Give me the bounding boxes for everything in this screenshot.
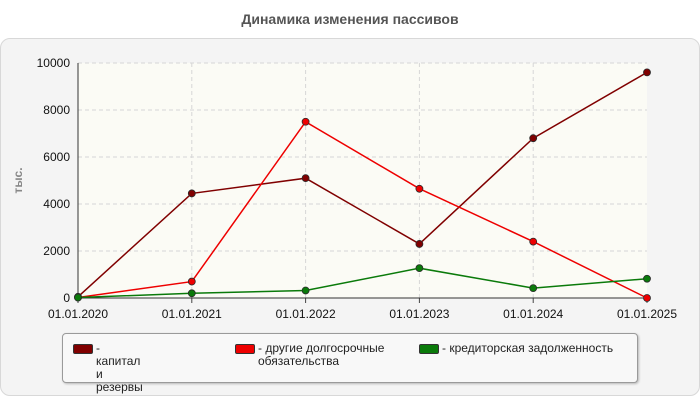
legend-label-series-1: - другие долгосрочные обязательства [258,341,385,368]
data-point-series-0 [301,174,310,183]
legend-label-series-2: - кредиторская задолженность [442,341,614,355]
data-point-series-2 [187,289,196,298]
series-line-2 [77,267,648,299]
y-axis-label: тыс. [11,167,25,193]
y-tick-label: 2000 [43,244,70,258]
data-point-series-1 [301,117,310,126]
data-point-series-0 [529,134,538,143]
data-point-series-1 [643,294,651,302]
y-tick-label: 6000 [43,150,70,164]
data-point-series-2 [301,286,310,295]
y-tick-label: 0 [63,291,70,305]
x-tick-label: 01.01.2020 [48,307,108,321]
y-tick-label: 10000 [37,56,71,70]
x-tick-label: 01.01.2023 [389,307,449,321]
x-tick-label: 01.01.2022 [276,307,336,321]
legend-swatch-series-1 [235,344,255,354]
y-tick-label: 4000 [43,197,70,211]
legend-label-series-0: - капитал и резервы [96,341,143,394]
x-tick-label: 01.01.2021 [162,307,222,321]
data-point-series-0 [643,68,651,77]
y-tick-label: 8000 [43,103,70,117]
data-point-series-2 [415,264,424,273]
series-line-0 [77,71,648,298]
legend-swatch-series-2 [419,344,439,354]
plot-area [78,63,647,298]
data-point-series-0 [187,189,196,198]
legend-swatch-series-0 [73,344,93,354]
data-point-series-1 [529,237,538,246]
data-point-series-0 [415,240,424,248]
data-point-series-2 [643,274,651,283]
data-point-series-1 [187,277,196,286]
x-tick-label: 01.01.2024 [503,307,563,321]
data-point-series-1 [415,184,424,193]
chart-title: Динамика изменения пассивов [241,11,459,27]
data-point-series-2 [74,293,82,302]
series-line-1 [77,120,648,299]
x-tick-label: 01.01.2025 [617,307,677,321]
chart-legend: - капитал и резервы - другие долгосрочны… [62,333,638,394]
data-point-series-2 [529,284,538,293]
